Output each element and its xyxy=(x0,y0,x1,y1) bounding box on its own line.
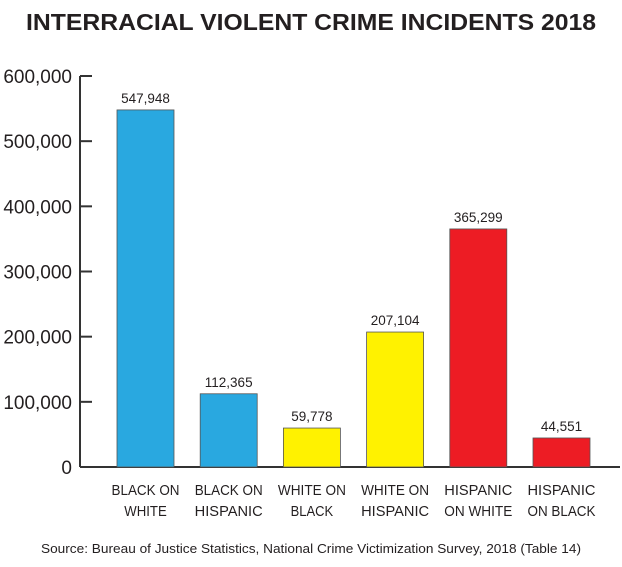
bar xyxy=(449,228,508,468)
bar-value-label: 365,299 xyxy=(454,210,503,225)
category-label: BLACK ON xyxy=(112,483,180,499)
y-tick-label: 200,000 xyxy=(3,328,72,349)
chart-title: INTERRACIAL VIOLENT CRIME INCIDENTS 2018 xyxy=(26,9,596,35)
y-tick-label: 500,000 xyxy=(3,132,72,153)
bars: 547,948 BLACK ON WHITE 112,365 BLACK ON HISPA… xyxy=(112,91,596,520)
y-axis: 0 100,000 200,000 300,000 400,000 500,000 600,… xyxy=(3,67,620,479)
category-label: WHITE xyxy=(124,504,167,520)
bar xyxy=(366,331,425,468)
y-tick-label: 300,000 xyxy=(3,263,72,284)
category-label: ON BLACK xyxy=(528,504,596,520)
bar-value-label: 112,365 xyxy=(205,375,253,390)
y-tick-label: 0 xyxy=(61,458,72,479)
bar xyxy=(199,393,258,468)
category-label: ON WHITE xyxy=(444,504,512,520)
y-tick-label: 400,000 xyxy=(3,197,72,218)
bar-value-label: 547,948 xyxy=(121,91,170,106)
category-label: BLACK xyxy=(291,504,334,520)
bar-value-label: 44,551 xyxy=(541,419,582,434)
category-label: HISPANIC xyxy=(361,504,429,520)
category-label: HISPANIC xyxy=(528,483,596,499)
bar xyxy=(116,109,175,468)
category-label: HISPANIC xyxy=(444,483,512,499)
category-label: WHITE ON xyxy=(361,483,429,499)
y-tick-label: 600,000 xyxy=(3,67,72,88)
bar xyxy=(282,427,341,468)
bar-value-label: 207,104 xyxy=(371,313,420,328)
category-label: BLACK ON xyxy=(195,483,263,499)
y-tick-label: 100,000 xyxy=(3,393,72,414)
category-label: WHITE ON xyxy=(278,483,346,499)
category-label: HISPANIC xyxy=(195,504,263,520)
source-note: Source: Bureau of Justice Statistics, Na… xyxy=(41,541,581,556)
bar-value-label: 59,778 xyxy=(291,409,332,424)
bar xyxy=(532,437,591,468)
